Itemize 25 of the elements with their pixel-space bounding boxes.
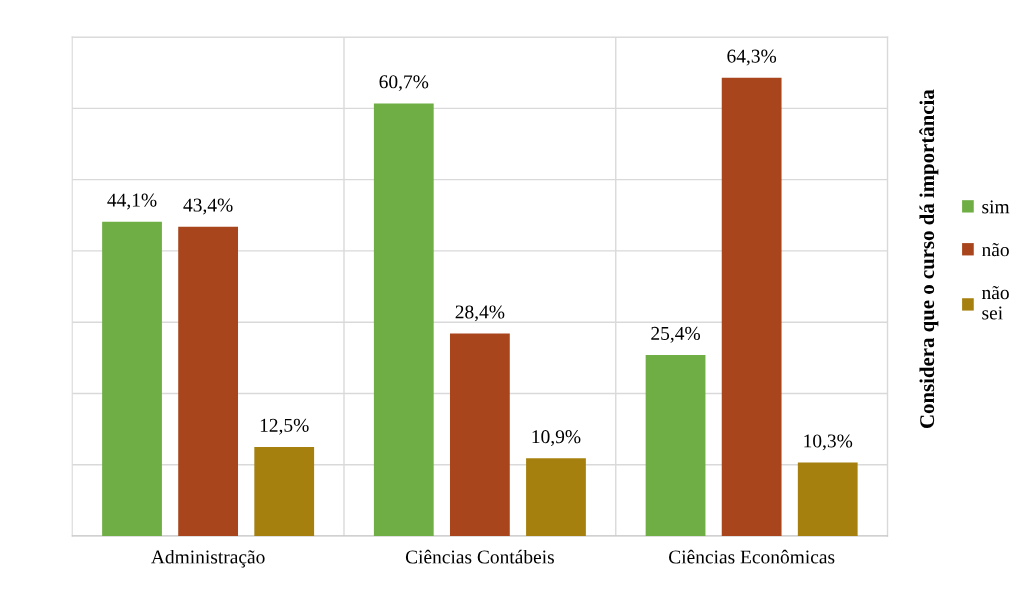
data-label: 12,5%	[260, 418, 309, 435]
data-label: 10,3%	[804, 434, 853, 451]
data-label: 44,1%	[107, 193, 157, 210]
legend-label: não sei	[981, 285, 1009, 320]
bar	[178, 226, 239, 536]
bar	[526, 458, 586, 536]
x-tick-label: Administração	[151, 549, 265, 568]
x-tick-label: Ciências Econômicas	[669, 549, 835, 564]
bar	[449, 333, 510, 536]
data-label: 25,4%	[651, 326, 700, 343]
x-tick-label: Ciências Contábeis	[405, 549, 554, 564]
data-label: 60,7%	[379, 75, 429, 92]
bar	[102, 221, 162, 536]
data-label: 28,4%	[455, 305, 505, 322]
data-label: 64,3%	[727, 49, 777, 66]
data-label: 43,4%	[183, 198, 233, 215]
bar	[254, 446, 315, 536]
data-label: 10,9%	[532, 430, 581, 447]
bar	[797, 462, 858, 536]
bar	[645, 354, 706, 536]
legend-label: sim	[982, 200, 1010, 214]
bar	[373, 103, 434, 536]
legend-title: Considera que o curso dá importância	[919, 89, 939, 428]
bar	[721, 77, 782, 536]
legend-label: não	[981, 243, 1009, 257]
